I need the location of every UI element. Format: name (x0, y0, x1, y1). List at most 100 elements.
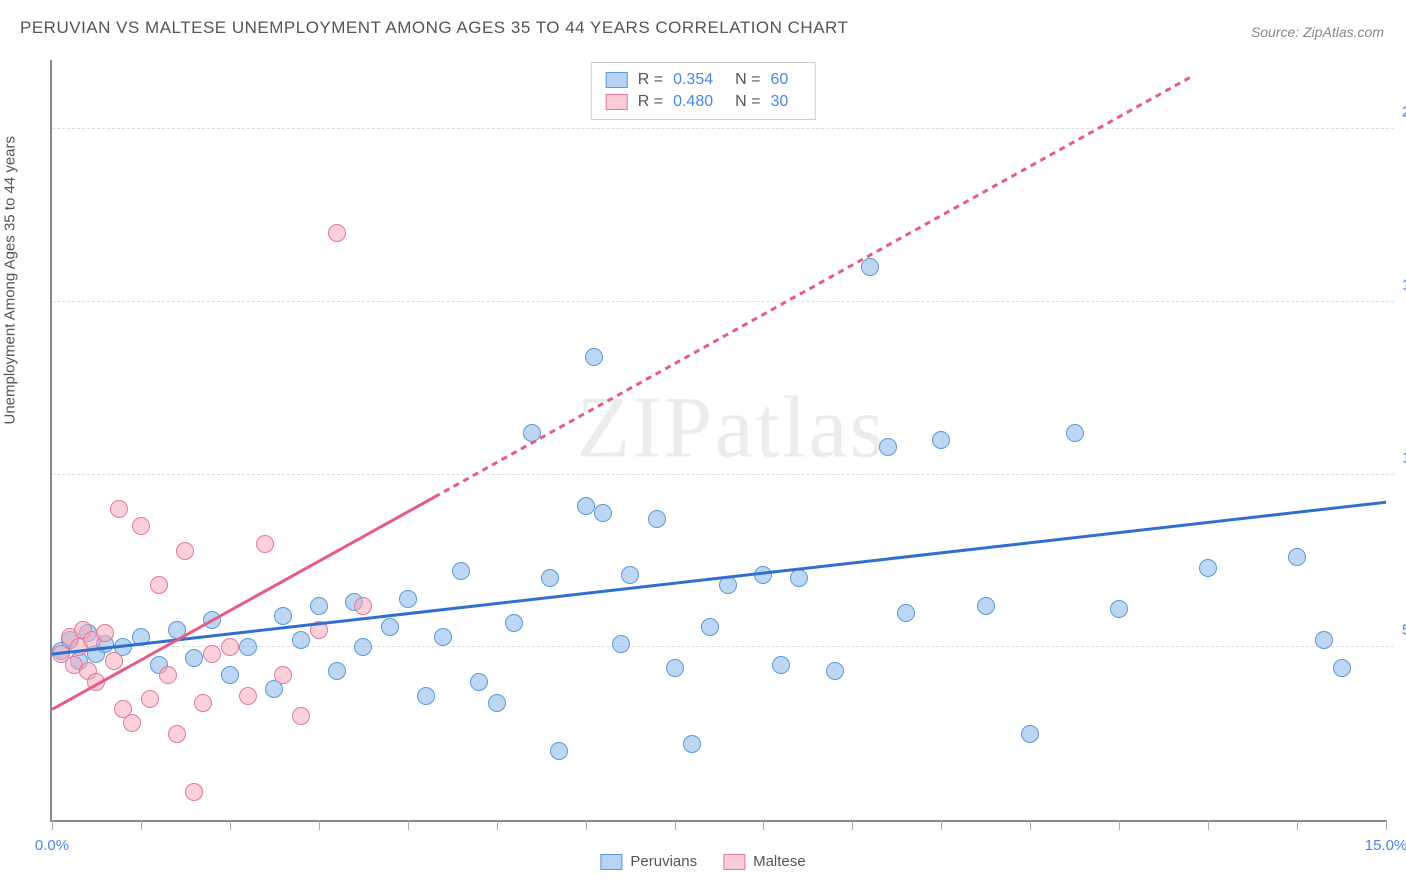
r-label: R = (638, 71, 663, 89)
scatter-point-blue (683, 735, 701, 753)
scatter-point-blue (719, 576, 737, 594)
scatter-point-blue (328, 662, 346, 680)
source-text: Source: ZipAtlas.com (1251, 24, 1384, 40)
scatter-point-blue (505, 614, 523, 632)
scatter-point-pink (141, 690, 159, 708)
scatter-point-blue (666, 659, 684, 677)
scatter-point-blue (185, 649, 203, 667)
scatter-point-pink (256, 535, 274, 553)
x-tick (408, 820, 409, 830)
x-tick (319, 820, 320, 830)
scatter-point-pink (292, 707, 310, 725)
scatter-point-pink (150, 576, 168, 594)
trendlines (52, 60, 1386, 820)
legend-item-maltese: Maltese (723, 853, 806, 870)
x-tick (1297, 820, 1298, 830)
scatter-point-pink (328, 224, 346, 242)
x-tick (1208, 820, 1209, 830)
series-legend: Peruvians Maltese (600, 853, 805, 870)
scatter-point-blue (977, 597, 995, 615)
scatter-point-blue (621, 566, 639, 584)
x-tick (852, 820, 853, 830)
scatter-point-blue (523, 424, 541, 442)
scatter-point-blue (585, 348, 603, 366)
scatter-point-blue (879, 438, 897, 456)
scatter-point-blue (541, 569, 559, 587)
scatter-point-blue (132, 628, 150, 646)
scatter-point-blue (612, 635, 630, 653)
scatter-point-pink (194, 694, 212, 712)
x-tick (1119, 820, 1120, 830)
scatter-point-blue (1021, 725, 1039, 743)
scatter-point-blue (292, 631, 310, 649)
peruvians-swatch-icon (606, 72, 628, 88)
scatter-point-blue (1333, 659, 1351, 677)
x-tick (941, 820, 942, 830)
x-tick (497, 820, 498, 830)
gridline (52, 128, 1394, 129)
scatter-point-blue (452, 562, 470, 580)
n-label: N = (735, 93, 760, 111)
scatter-point-blue (399, 590, 417, 608)
scatter-point-pink (168, 725, 186, 743)
scatter-point-blue (826, 662, 844, 680)
peruvians-swatch-icon (600, 854, 622, 870)
scatter-point-pink (87, 673, 105, 691)
scatter-point-blue (932, 431, 950, 449)
maltese-swatch-icon (723, 854, 745, 870)
plot-area: 5.0%10.0%15.0%20.0%0.0%15.0% (50, 60, 1386, 822)
scatter-point-blue (790, 569, 808, 587)
stats-legend: R = 0.354 N = 60 R = 0.480 N = 30 (591, 62, 816, 120)
x-tick (1386, 820, 1387, 830)
y-tick-label: 15.0% (1402, 276, 1406, 293)
x-tick-label: 0.0% (35, 837, 69, 854)
y-tick-label: 20.0% (1402, 104, 1406, 121)
y-tick-label: 5.0% (1402, 622, 1406, 639)
n-value: 30 (770, 93, 788, 111)
legend-label: Maltese (753, 853, 806, 870)
x-tick-label: 15.0% (1365, 837, 1406, 854)
scatter-point-blue (221, 666, 239, 684)
scatter-point-pink (354, 597, 372, 615)
scatter-point-blue (381, 618, 399, 636)
legend-label: Peruvians (630, 853, 697, 870)
scatter-point-blue (701, 618, 719, 636)
scatter-point-blue (1288, 548, 1306, 566)
scatter-point-blue (434, 628, 452, 646)
scatter-point-pink (274, 666, 292, 684)
scatter-point-pink (96, 624, 114, 642)
legend-item-peruvians: Peruvians (600, 853, 697, 870)
scatter-point-blue (772, 656, 790, 674)
x-tick (1030, 820, 1031, 830)
y-tick-label: 10.0% (1402, 449, 1406, 466)
r-value: 0.354 (673, 71, 713, 89)
gridline (52, 474, 1394, 475)
scatter-point-pink (310, 621, 328, 639)
scatter-point-pink (105, 652, 123, 670)
scatter-point-blue (470, 673, 488, 691)
x-tick (230, 820, 231, 830)
scatter-point-pink (132, 517, 150, 535)
scatter-point-blue (310, 597, 328, 615)
r-label: R = (638, 93, 663, 111)
n-value: 60 (770, 71, 788, 89)
scatter-point-blue (354, 638, 372, 656)
scatter-point-blue (203, 611, 221, 629)
chart-title: PERUVIAN VS MALTESE UNEMPLOYMENT AMONG A… (20, 18, 848, 38)
x-tick (141, 820, 142, 830)
scatter-point-blue (1315, 631, 1333, 649)
stats-row-peruvians: R = 0.354 N = 60 (606, 69, 801, 91)
scatter-point-pink (221, 638, 239, 656)
scatter-point-blue (417, 687, 435, 705)
gridline (52, 301, 1394, 302)
scatter-point-blue (239, 638, 257, 656)
y-axis-label: Unemployment Among Ages 35 to 44 years (2, 136, 19, 425)
x-tick (52, 820, 53, 830)
x-tick (763, 820, 764, 830)
maltese-swatch-icon (606, 94, 628, 110)
scatter-point-blue (577, 497, 595, 515)
scatter-point-blue (754, 566, 772, 584)
scatter-point-blue (861, 258, 879, 276)
scatter-point-pink (159, 666, 177, 684)
scatter-point-blue (1066, 424, 1084, 442)
